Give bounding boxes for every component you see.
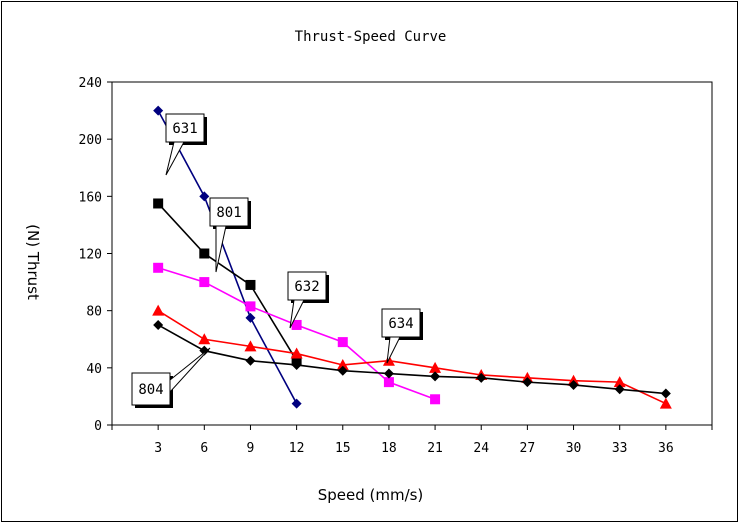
data-point — [245, 312, 256, 323]
data-point — [613, 376, 626, 388]
callout-label: 634 — [388, 316, 413, 332]
y-tick-label: 0 — [94, 419, 102, 434]
data-point — [430, 394, 441, 405]
callout-box — [209, 197, 249, 227]
data-point — [245, 355, 256, 366]
callout-632: 632 — [287, 271, 329, 329]
data-point — [152, 304, 165, 316]
data-point — [199, 248, 210, 259]
data-point — [245, 279, 256, 290]
data-point — [337, 365, 348, 376]
x-tick-label: 12 — [289, 441, 305, 456]
series-line — [157, 110, 298, 404]
x-tick-label: 3 — [154, 441, 162, 456]
data-point — [383, 377, 394, 388]
data-point — [153, 319, 164, 330]
data-point — [199, 191, 210, 202]
data-point — [153, 105, 164, 116]
data-point — [245, 301, 256, 312]
data-point — [291, 359, 302, 370]
data-point — [659, 397, 672, 409]
callout-box — [381, 308, 421, 338]
callout-label: 804 — [138, 382, 163, 398]
data-point — [429, 361, 442, 373]
callout-634: 634 — [381, 308, 423, 364]
x-tick-label: 6 — [200, 441, 208, 456]
series-line — [157, 324, 666, 395]
data-point — [153, 198, 164, 209]
callout-pointer — [169, 347, 211, 394]
y-tick-label: 80 — [86, 305, 102, 320]
y-tick-label: 160 — [79, 190, 102, 205]
series-804 — [153, 319, 671, 399]
callout-801: 801 — [209, 197, 251, 273]
data-point — [337, 337, 348, 348]
x-tick-label: 27 — [520, 441, 536, 456]
callout-pointer — [165, 141, 185, 176]
data-point — [290, 347, 303, 359]
data-point — [199, 345, 210, 356]
x-axis-label: Speed (mm/s) — [317, 486, 424, 504]
chart-title: Thrust-Speed Curve — [294, 29, 447, 45]
series-631 — [153, 105, 302, 409]
series-line — [157, 309, 667, 405]
data-point — [244, 340, 257, 352]
x-tick-label: 21 — [427, 441, 443, 456]
data-point — [291, 398, 302, 409]
x-tick-label: 36 — [658, 441, 674, 456]
callout-layer: 631 801 632 634 804 — [131, 113, 423, 408]
x-tick-label: 9 — [247, 441, 255, 456]
x-tick-label: 15 — [335, 441, 351, 456]
callout-804: 804 — [131, 347, 211, 408]
y-tick-label: 40 — [86, 362, 102, 377]
y-tick-label: 240 — [79, 76, 102, 91]
data-point — [522, 377, 533, 388]
data-point — [199, 277, 210, 288]
callout-box — [287, 271, 327, 301]
series-line — [157, 202, 298, 362]
callout-box — [131, 372, 171, 406]
x-tick-label: 30 — [566, 441, 582, 456]
data-point — [336, 358, 349, 370]
callout-label: 801 — [216, 205, 241, 221]
data-point — [568, 379, 579, 390]
callout-label: 632 — [294, 279, 319, 295]
data-point — [291, 319, 302, 330]
series-layer — [152, 105, 672, 409]
data-point — [153, 262, 164, 273]
callout-631: 631 — [165, 113, 207, 176]
data-point — [476, 372, 487, 383]
series-632 — [153, 262, 441, 405]
data-point — [660, 388, 671, 399]
x-tick-label: 33 — [612, 441, 628, 456]
callout-box — [165, 113, 205, 143]
y-tick-label: 200 — [79, 133, 102, 148]
x-tick-label: 18 — [381, 441, 397, 456]
data-point — [614, 384, 625, 395]
data-point — [383, 368, 394, 379]
callout-pointer — [386, 336, 401, 364]
callout-label: 631 — [172, 121, 197, 137]
x-tick-label: 24 — [473, 441, 489, 456]
y-tick-label: 120 — [79, 248, 102, 263]
data-point — [198, 333, 211, 345]
data-point — [430, 371, 441, 382]
